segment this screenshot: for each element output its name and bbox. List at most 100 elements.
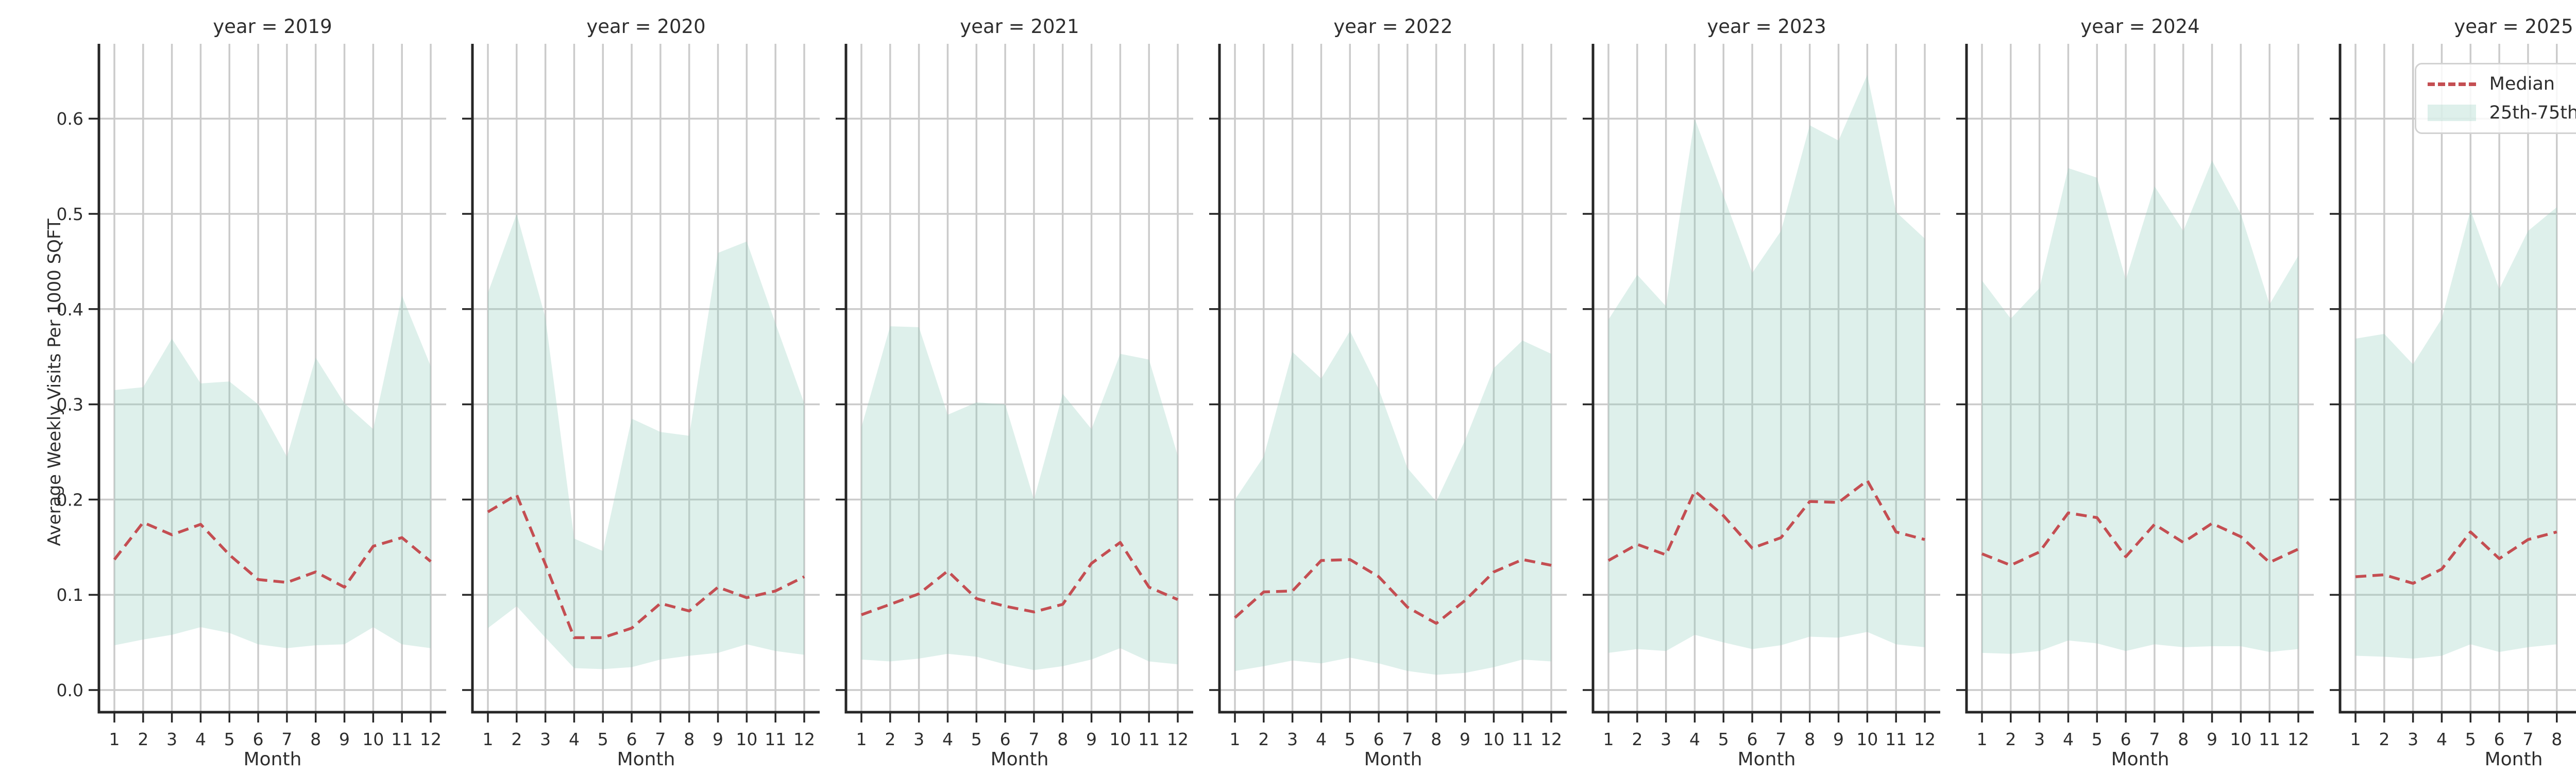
x-tick-label: 9: [1460, 729, 1470, 749]
x-tick-label: 2: [511, 729, 522, 749]
x-tick-label: 11: [1138, 729, 1160, 749]
x-tick-label: 12: [1914, 729, 1936, 749]
x-tick-label: 2: [885, 729, 895, 749]
x-axis-title: Month: [244, 749, 302, 770]
x-tick-label: 9: [713, 729, 723, 749]
x-tick-label: 4: [2436, 729, 2447, 749]
x-tick-label: 12: [420, 729, 442, 749]
x-tick-label: 4: [569, 729, 580, 749]
y-axis-title: Average Weekly Visits Per 1000 SQFT: [44, 219, 65, 546]
x-tick-label: 2: [1632, 729, 1642, 749]
x-axis-title: Month: [2485, 749, 2543, 770]
x-tick-label: 10: [1483, 729, 1504, 749]
x-tick-label: 1: [1230, 729, 1241, 749]
legend: Median 25th-75th Percentile: [2414, 63, 2576, 134]
y-tick-label: 0.3: [57, 395, 83, 415]
x-tick-label: 1: [856, 729, 867, 749]
percentile-band: [1982, 160, 2299, 654]
facet-title: year = 2021: [960, 15, 1079, 38]
x-tick-label: 3: [2408, 729, 2418, 749]
x-tick-label: 7: [1028, 729, 1039, 749]
median-line: [113, 521, 432, 589]
x-tick-label: 12: [793, 729, 815, 749]
x-tick-label: 1: [483, 729, 494, 749]
x-axis-title: Month: [991, 749, 1049, 770]
x-tick-label: 2: [2005, 729, 2016, 749]
x-tick-label: 4: [1316, 729, 1327, 749]
x-tick-label: 10: [2230, 729, 2251, 749]
x-tick-label: 10: [736, 729, 757, 749]
x-tick-label: 7: [281, 729, 292, 749]
facet-title: year = 2023: [1707, 15, 1826, 38]
facet-2025: year = 2025123456789101112Month: [2330, 15, 2576, 770]
median-line: [861, 541, 1179, 616]
x-tick-label: 5: [2465, 729, 2476, 749]
x-tick-label: 4: [2063, 729, 2074, 749]
x-axis-title: Month: [2111, 749, 2170, 770]
x-tick-label: 9: [1086, 729, 1097, 749]
facet-title: year = 2019: [213, 15, 332, 38]
facet-title: year = 2025: [2454, 15, 2573, 38]
x-tick-label: 1: [2350, 729, 2361, 749]
x-tick-label: 6: [1000, 729, 1011, 749]
percentile-band: [1235, 331, 1552, 675]
percentile-band: [1608, 75, 1925, 653]
percentile-band-swatch: [2427, 105, 2476, 121]
y-tick-label: 0.6: [57, 109, 83, 129]
x-tick-label: 9: [2207, 729, 2217, 749]
x-tick-label: 3: [166, 729, 177, 749]
median-line: [1234, 558, 1552, 625]
x-tick-label: 7: [2522, 729, 2533, 749]
x-tick-label: 6: [1747, 729, 1758, 749]
x-tick-label: 8: [2178, 729, 2189, 749]
legend-band-label: 25th-75th Percentile: [2489, 103, 2576, 123]
legend-row-median: Median: [2427, 73, 2576, 95]
x-tick-label: 11: [2259, 729, 2280, 749]
x-tick-label: 1: [1977, 729, 1988, 749]
percentile-band: [488, 214, 805, 669]
median-line: [2355, 530, 2557, 585]
x-tick-label: 7: [1775, 729, 1786, 749]
x-axis-title: Month: [1364, 749, 1422, 770]
x-tick-label: 8: [684, 729, 694, 749]
y-tick-label: 0.2: [57, 490, 83, 510]
x-tick-label: 10: [362, 729, 384, 749]
x-tick-label: 9: [1833, 729, 1844, 749]
x-tick-label: 8: [2551, 729, 2562, 749]
x-tick-label: 7: [2149, 729, 2160, 749]
x-tick-label: 3: [2034, 729, 2045, 749]
x-tick-label: 2: [138, 729, 148, 749]
x-tick-label: 5: [2092, 729, 2103, 749]
x-tick-label: 11: [1512, 729, 1533, 749]
facet-title: year = 2024: [2080, 15, 2199, 38]
x-tick-label: 5: [971, 729, 982, 749]
x-tick-label: 1: [109, 729, 120, 749]
percentile-band: [114, 295, 431, 648]
x-tick-label: 6: [1374, 729, 1384, 749]
x-tick-label: 3: [1660, 729, 1671, 749]
x-tick-label: 11: [1885, 729, 1907, 749]
x-tick-label: 3: [540, 729, 551, 749]
x-tick-label: 11: [765, 729, 786, 749]
x-tick-label: 2: [2379, 729, 2389, 749]
x-tick-label: 6: [626, 729, 637, 749]
percentile-band: [2355, 207, 2557, 659]
facet-title: year = 2020: [586, 15, 705, 38]
x-tick-label: 4: [942, 729, 953, 749]
x-tick-label: 5: [224, 729, 235, 749]
x-tick-label: 4: [1689, 729, 1700, 749]
x-tick-label: 6: [2121, 729, 2131, 749]
x-tick-label: 12: [1167, 729, 1189, 749]
x-tick-label: 6: [253, 729, 264, 749]
median-line: [1981, 511, 2299, 567]
percentile-band: [861, 326, 1178, 670]
x-tick-label: 8: [1804, 729, 1815, 749]
y-tick-label: 0.4: [57, 299, 83, 320]
